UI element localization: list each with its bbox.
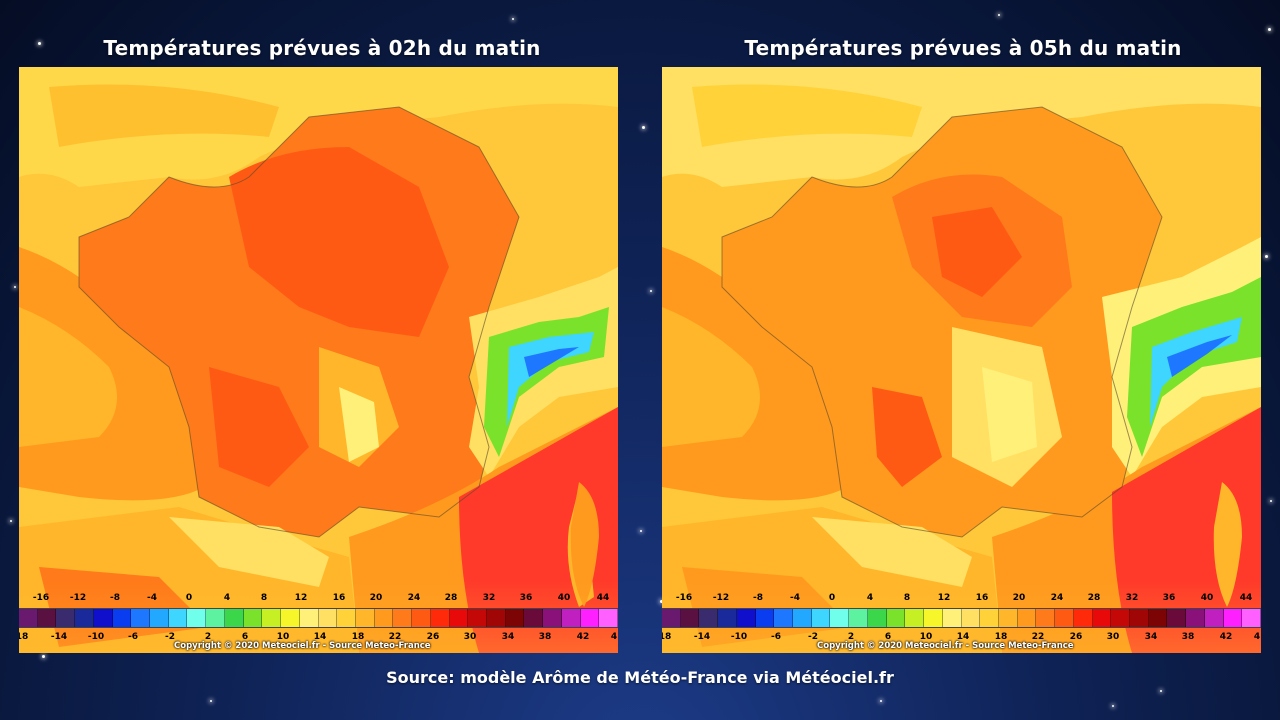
temperature-legend: -16 -12 -8 -4 0 4 8 12 16 20 24 28 32 36…: [19, 581, 618, 653]
temperature-map-05h: -16 -12 -8 -4 0 4 8 12 16 20 24 28 32 36…: [662, 67, 1261, 653]
legend-bottom-ticks: 18 -14 -10 -6 -2 2 6 10 14 18 22 26 30 3…: [19, 632, 618, 642]
legend-colorbar: [662, 608, 1261, 628]
legend-top-ticks: -16 -12 -8 -4 0 4 8 12 16 20 24 28 32 36…: [32, 593, 610, 603]
temperature-map-02h: -16 -12 -8 -4 0 4 8 12 16 20 24 28 32 36…: [19, 67, 618, 653]
legend-top-ticks: -16 -12 -8 -4 0 4 8 12 16 20 24 28 32 36…: [675, 593, 1253, 603]
source-caption: Source: modèle Arôme de Météo-France via…: [386, 668, 894, 687]
panel-1-title: Températures prévues à 02h du matin: [103, 36, 541, 60]
legend-bottom-ticks: 18 -14 -10 -6 -2 2 6 10 14 18 22 26 30 3…: [662, 632, 1261, 642]
panel-2-title: Températures prévues à 05h du matin: [744, 36, 1182, 60]
legend-colorbar: [19, 608, 618, 628]
copyright-text: Copyright © 2020 Meteociel.fr - Source M…: [174, 641, 431, 651]
temperature-field: [662, 67, 1261, 653]
copyright-text: Copyright © 2020 Meteociel.fr - Source M…: [817, 641, 1074, 651]
temperature-field: [19, 67, 618, 653]
temperature-legend: -16 -12 -8 -4 0 4 8 12 16 20 24 28 32 36…: [662, 581, 1261, 653]
